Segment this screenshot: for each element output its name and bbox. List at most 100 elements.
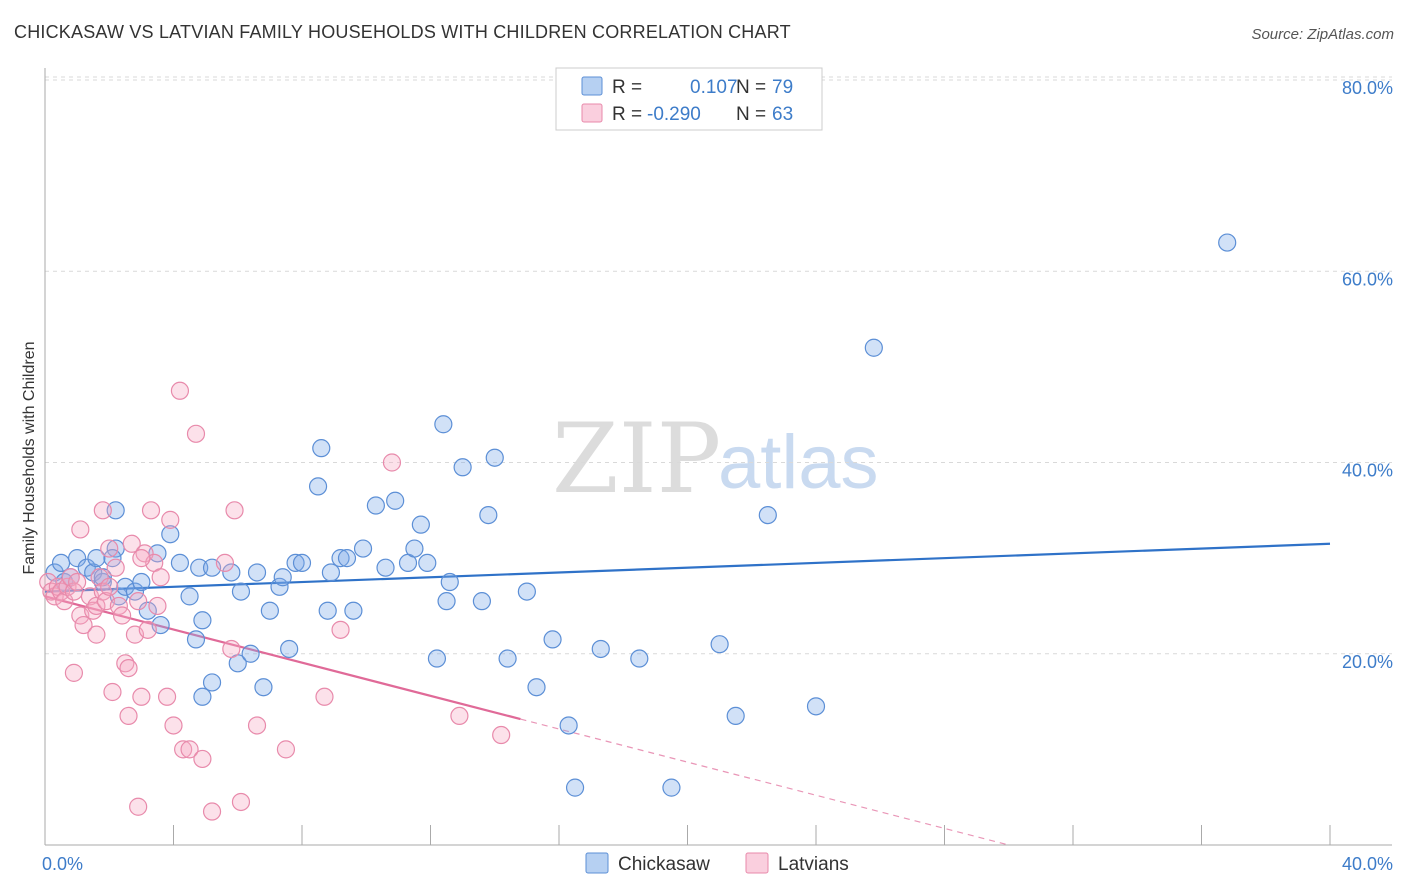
point-latvians (71, 520, 90, 539)
point-latvians (68, 572, 87, 592)
point-chickasaw (440, 572, 459, 592)
point-chickasaw (498, 649, 517, 668)
point-latvians (122, 534, 141, 553)
point-chickasaw (591, 639, 610, 659)
point-latvians (331, 620, 350, 639)
point-latvians (222, 639, 241, 659)
point-chickasaw (161, 525, 180, 544)
point-chickasaw (427, 649, 447, 668)
point-latvians (247, 716, 267, 735)
point-latvians (315, 687, 334, 706)
point-latvians (138, 620, 157, 639)
chart-source: Source: ZipAtlas.com (1251, 26, 1394, 43)
point-chickasaw (630, 649, 649, 668)
bottom-legend-swatch-latvians (745, 852, 769, 874)
point-latvians (276, 740, 296, 759)
point-chickasaw (386, 491, 405, 510)
point-chickasaw (103, 549, 122, 568)
point-latvians (170, 381, 190, 400)
point-chickasaw (331, 549, 350, 568)
legend-r-value-latvians: -0.290 (647, 104, 701, 125)
point-chickasaw (662, 778, 681, 797)
point-latvians (109, 596, 128, 616)
point-latvians (103, 682, 122, 702)
point-chickasaw (344, 601, 363, 620)
bottom-legend-label-latvians: Latvians (778, 854, 849, 875)
point-chickasaw (68, 549, 87, 568)
point-latvians (90, 568, 109, 587)
y-axis-label: Family Households with Children (21, 342, 38, 575)
point-chickasaw (418, 553, 437, 573)
chart-title: CHICKASAW VS LATVIAN FAMILY HOUSEHOLDS W… (14, 22, 791, 42)
trend-line-latvians (44, 595, 521, 721)
point-chickasaw (337, 549, 357, 568)
point-latvians (132, 687, 151, 706)
point-latvians (186, 424, 206, 443)
trend-lines (44, 542, 1331, 846)
bottom-legend: Chickasaw Latvians (585, 852, 849, 875)
point-chickasaw (280, 639, 299, 659)
legend: R = 0.107 N = 79 R = -0.290 N = 63 (555, 67, 823, 131)
point-chickasaw (132, 572, 151, 592)
legend-n-label-chickasaw: N = (736, 77, 766, 98)
point-chickasaw (366, 496, 385, 515)
point-chickasaw (376, 558, 395, 577)
watermark: ZIP atlas (552, 403, 879, 515)
point-chickasaw (190, 558, 209, 577)
legend-n-value-latvians: 63 (772, 104, 793, 125)
point-chickasaw (559, 716, 578, 735)
point-chickasaw (806, 697, 826, 716)
point-latvians (450, 706, 469, 726)
point-latvians (225, 501, 244, 520)
point-chickasaw (517, 582, 536, 601)
y-tick-label: 40.0% (1342, 461, 1393, 481)
data-points (39, 233, 1237, 821)
point-latvians (129, 797, 148, 816)
point-latvians (106, 558, 125, 577)
point-chickasaw (292, 553, 312, 573)
point-chickasaw (472, 592, 491, 611)
point-latvians (141, 501, 161, 520)
bottom-legend-label-chickasaw: Chickasaw (618, 854, 710, 875)
point-chickasaw (247, 563, 267, 582)
watermark-zip: ZIP (552, 403, 721, 515)
y-tick-label: 20.0% (1342, 652, 1393, 672)
x-tick-label: 0.0% (42, 854, 83, 874)
point-chickasaw (405, 539, 424, 558)
point-chickasaw (437, 592, 456, 611)
point-latvians (119, 658, 138, 678)
point-chickasaw (527, 678, 546, 697)
trend-line-chickasaw (44, 542, 1331, 593)
axes: 20.0% 40.0% 60.0% 80.0% 0.0% 40.0% (42, 68, 1393, 874)
point-chickasaw (453, 458, 472, 477)
point-chickasaw (222, 563, 241, 582)
point-chickasaw (260, 601, 279, 620)
point-latvians (202, 802, 222, 821)
point-chickasaw (193, 687, 212, 706)
legend-swatch-latvians (581, 103, 603, 123)
point-chickasaw (434, 415, 453, 434)
point-chickasaw (485, 448, 504, 467)
point-latvians (215, 553, 234, 573)
point-chickasaw (479, 505, 498, 525)
point-chickasaw (87, 549, 106, 568)
point-chickasaw (321, 563, 341, 582)
series-chickasaw-points (45, 233, 1237, 797)
point-chickasaw (125, 582, 145, 601)
point-latvians (382, 453, 402, 472)
point-latvians (161, 510, 180, 529)
point-chickasaw (710, 635, 729, 654)
point-latvians (180, 740, 199, 759)
point-latvians (157, 687, 177, 706)
point-latvians (100, 577, 119, 596)
point-latvians (74, 615, 93, 635)
point-chickasaw (565, 778, 585, 797)
point-chickasaw (51, 553, 71, 573)
point-latvians (55, 592, 74, 611)
point-chickasaw (353, 539, 373, 558)
point-chickasaw (202, 673, 222, 692)
point-latvians (132, 549, 151, 568)
legend-swatch-chickasaw (581, 76, 603, 96)
bottom-legend-swatch-chickasaw (585, 852, 609, 874)
point-chickasaw (254, 678, 273, 697)
